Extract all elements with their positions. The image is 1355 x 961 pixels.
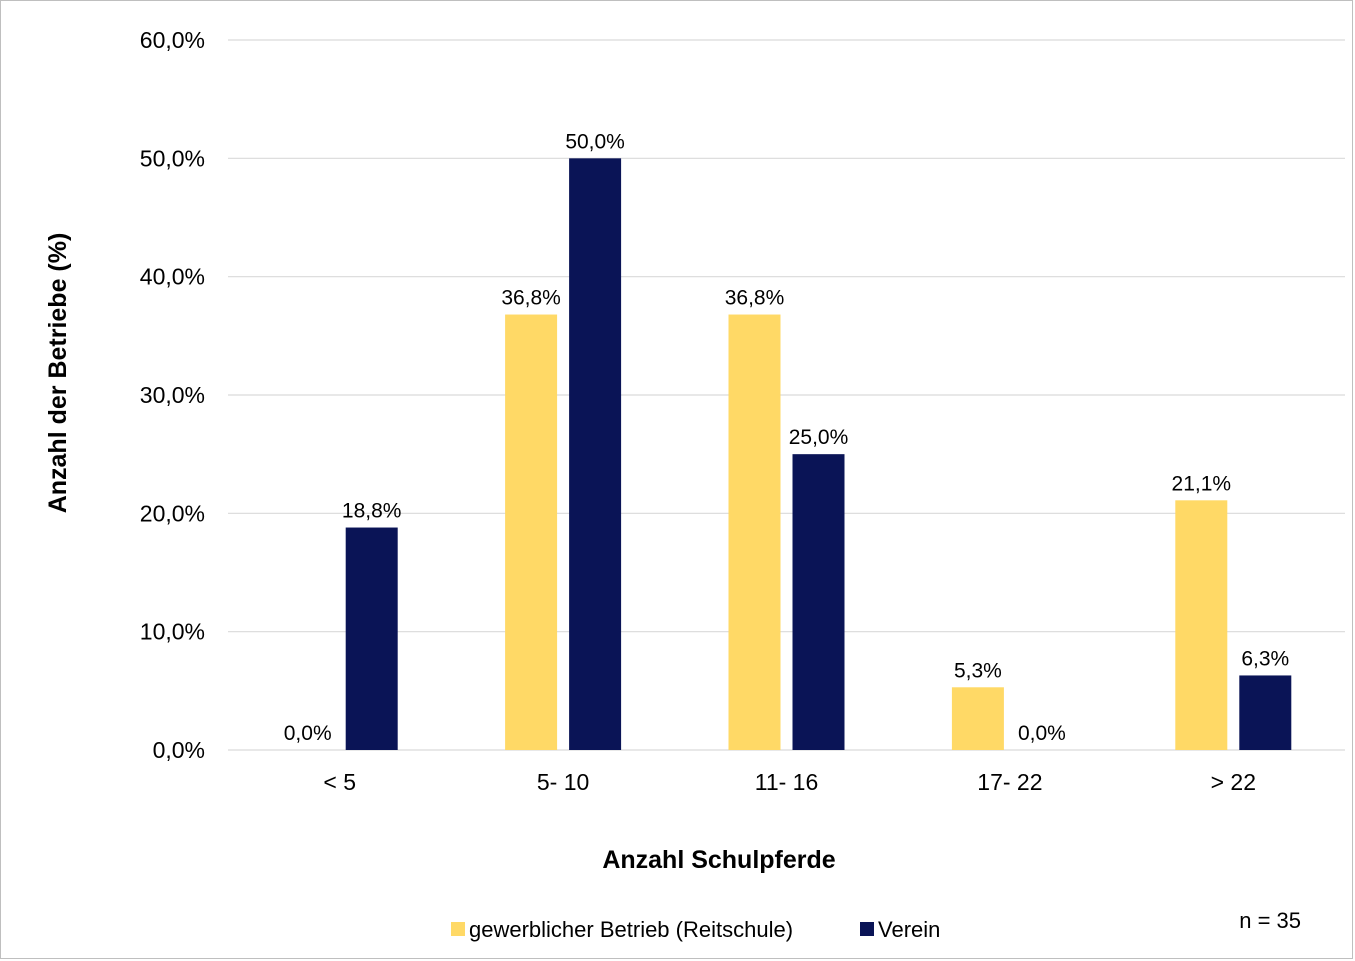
data-labels: 0,0% 18,8% 36,8% 50,0% 36,8% 25,0% 5,3% 0,0% 21,…	[284, 130, 1289, 745]
bar-gewerblich	[728, 314, 781, 750]
x-axis-title: Anzahl Schulpferde	[602, 846, 835, 874]
x-tick-labels: < 5 5- 10 11- 16 17- 22 > 22	[323, 769, 1256, 795]
x-tick-label: 17- 22	[977, 769, 1042, 795]
bars	[345, 158, 1292, 751]
y-tick-labels: 0,0% 10,0% 20,0% 30,0% 40,0% 50,0% 60,0%	[140, 27, 205, 763]
bar-gewerblich	[505, 314, 558, 750]
data-label: 21,1%	[1172, 472, 1232, 495]
y-tick-label: 20,0%	[140, 500, 205, 526]
data-label: 0,0%	[1018, 722, 1066, 745]
y-axis-title: Anzahl der Betriebe (%)	[44, 233, 72, 514]
bar-verein	[792, 454, 845, 750]
legend-swatch-gewerblicher-betrieb	[451, 922, 465, 936]
x-tick-label: > 22	[1211, 769, 1256, 795]
gridlines	[228, 39, 1345, 751]
bar-verein	[345, 527, 398, 750]
legend-swatch-verein	[860, 922, 874, 936]
y-tick-label: 10,0%	[140, 619, 205, 645]
data-label: 36,8%	[725, 287, 785, 310]
sample-size-annotation: n = 35	[1239, 908, 1301, 933]
data-label: 18,8%	[342, 500, 402, 523]
x-tick-label: 5- 10	[537, 769, 589, 795]
y-tick-label: 50,0%	[140, 145, 205, 171]
y-tick-label: 30,0%	[140, 382, 205, 408]
bar-verein	[569, 158, 622, 751]
data-label: 5,3%	[954, 659, 1002, 682]
y-tick-label: 0,0%	[153, 737, 205, 763]
data-label: 36,8%	[501, 287, 561, 310]
data-label: 6,3%	[1241, 647, 1289, 670]
y-tick-label: 60,0%	[140, 27, 205, 53]
data-label: 0,0%	[284, 722, 332, 745]
data-label: 50,0%	[565, 130, 625, 153]
legend-label-verein: Verein	[878, 917, 940, 942]
y-tick-label: 40,0%	[140, 264, 205, 290]
legend-label-gewerblicher-betrieb: gewerblicher Betrieb (Reitschule)	[469, 917, 793, 942]
data-label: 25,0%	[789, 426, 849, 449]
x-tick-label: < 5	[323, 769, 356, 795]
bar-gewerblich	[1175, 500, 1228, 750]
legend: gewerblicher Betrieb (Reitschule) Verein	[451, 917, 940, 942]
bar-verein	[1239, 675, 1292, 750]
x-tick-label: 11- 16	[755, 769, 819, 795]
bar-gewerblich	[951, 687, 1004, 750]
